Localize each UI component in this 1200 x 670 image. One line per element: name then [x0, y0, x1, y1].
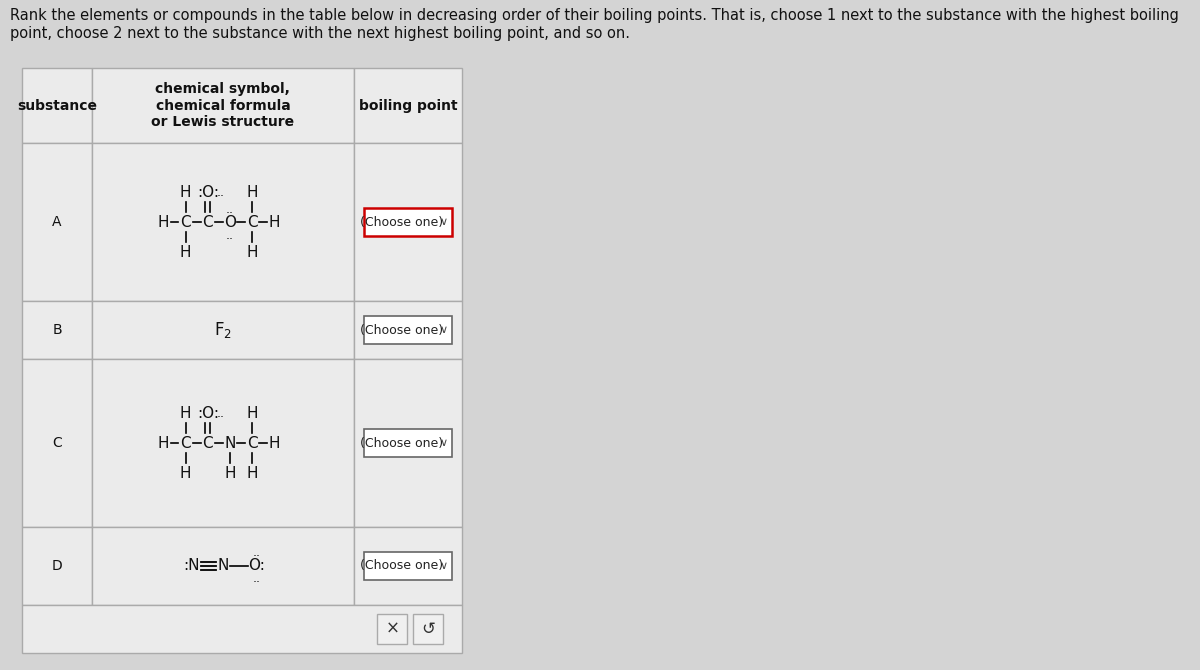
Text: H: H — [246, 405, 258, 421]
Bar — [365, 429, 451, 457]
Text: C: C — [203, 436, 214, 450]
Text: :O:: :O: — [197, 184, 218, 200]
Text: ..: .. — [226, 202, 234, 216]
Text: ↺: ↺ — [421, 620, 434, 638]
Text: H: H — [157, 214, 169, 230]
Text: ×: × — [385, 620, 400, 638]
Text: (Choose one): (Choose one) — [360, 216, 443, 228]
Text: ∨: ∨ — [439, 438, 448, 448]
Text: O:: O: — [247, 559, 265, 574]
Bar — [92, 301, 354, 359]
Bar — [92, 143, 354, 301]
Bar — [23, 68, 92, 143]
Text: :N: :N — [182, 559, 199, 574]
Text: ..: .. — [216, 186, 224, 198]
Text: Rank the elements or compounds in the table below in decreasing order of their b: Rank the elements or compounds in the ta… — [10, 8, 1178, 23]
Text: N: N — [224, 436, 235, 450]
Text: substance: substance — [17, 98, 97, 113]
Bar — [354, 68, 462, 143]
Text: B: B — [53, 323, 62, 337]
Bar — [23, 605, 462, 653]
Text: point, choose 2 next to the substance with the next highest boiling point, and s: point, choose 2 next to the substance wi… — [10, 26, 630, 41]
Text: N: N — [217, 559, 228, 574]
Text: H: H — [180, 405, 191, 421]
Text: (Choose one): (Choose one) — [360, 436, 443, 450]
Text: H: H — [246, 184, 258, 200]
Text: H: H — [269, 436, 280, 450]
Bar — [354, 527, 462, 605]
Text: ..: .. — [252, 547, 260, 559]
Text: ∨: ∨ — [439, 325, 448, 335]
Text: H: H — [246, 466, 258, 480]
Bar — [354, 143, 462, 301]
Text: H: H — [246, 245, 258, 259]
Text: ..: .. — [226, 228, 234, 241]
Bar — [377, 614, 407, 644]
Text: C: C — [203, 214, 214, 230]
Text: H: H — [157, 436, 169, 450]
Bar — [365, 316, 451, 344]
Bar — [92, 527, 354, 605]
Bar — [23, 301, 92, 359]
Text: H: H — [180, 466, 191, 480]
Text: C: C — [247, 214, 258, 230]
Text: chemical symbol,
chemical formula
or Lewis structure: chemical symbol, chemical formula or Lew… — [151, 82, 294, 129]
Bar — [365, 552, 451, 580]
Bar — [354, 301, 462, 359]
Bar — [354, 359, 462, 527]
Text: ∨: ∨ — [439, 561, 448, 571]
Text: ∨: ∨ — [439, 217, 448, 227]
Bar — [23, 143, 92, 301]
Text: C: C — [247, 436, 258, 450]
Text: ..: .. — [252, 572, 260, 586]
Text: $\mathregular{F_2}$: $\mathregular{F_2}$ — [214, 320, 232, 340]
Text: H: H — [269, 214, 280, 230]
Bar — [365, 208, 451, 236]
Bar — [92, 359, 354, 527]
Text: H: H — [180, 184, 191, 200]
Text: (Choose one): (Choose one) — [360, 559, 443, 572]
Text: C: C — [53, 436, 62, 450]
Text: boiling point: boiling point — [359, 98, 457, 113]
Bar — [23, 359, 92, 527]
Text: O: O — [224, 214, 236, 230]
Text: ..: .. — [216, 407, 224, 419]
Text: C: C — [180, 214, 191, 230]
Text: :O:: :O: — [197, 405, 218, 421]
Bar — [23, 527, 92, 605]
Text: H: H — [224, 466, 235, 480]
Bar — [92, 68, 354, 143]
Text: D: D — [52, 559, 62, 573]
Text: C: C — [180, 436, 191, 450]
Bar — [413, 614, 443, 644]
Text: A: A — [53, 215, 62, 229]
Text: (Choose one): (Choose one) — [360, 324, 443, 336]
Text: H: H — [180, 245, 191, 259]
